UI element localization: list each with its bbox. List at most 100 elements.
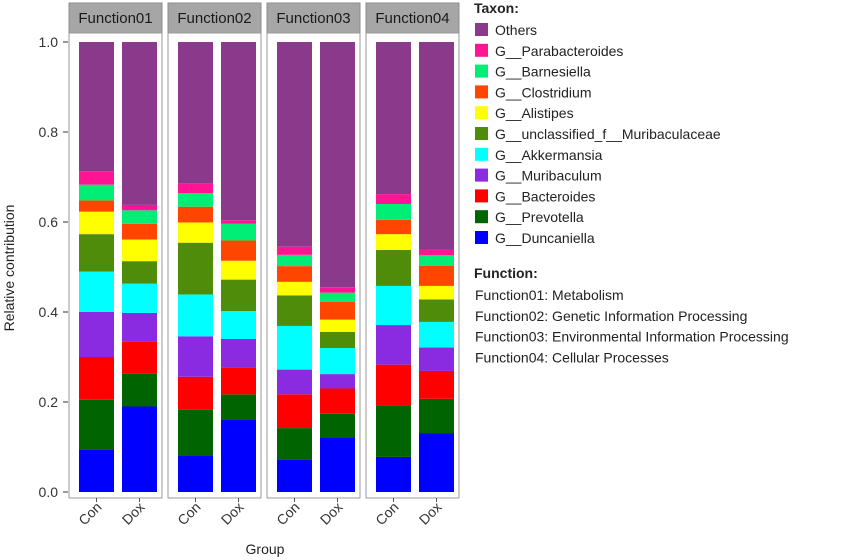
bar-segment: [178, 183, 213, 194]
bar-segment: [376, 285, 411, 326]
bar-segment: [376, 456, 411, 492]
function-legend-item: Function02: Genetic Information Processi…: [475, 308, 747, 324]
bar-segment: [122, 341, 157, 374]
legend-swatch: [475, 85, 488, 99]
function-legend-item: Function04: Cellular Processes: [475, 349, 669, 365]
y-tick-label: 0.4: [39, 304, 59, 320]
bar-segment: [376, 325, 411, 365]
bar-segment: [320, 374, 355, 389]
bar-segment: [221, 279, 256, 312]
bar-segment: [376, 405, 411, 457]
y-tick-label: 1.0: [39, 34, 59, 50]
x-tick-label: Con: [273, 499, 302, 528]
bar-segment: [79, 271, 114, 312]
x-tick-label: Dox: [218, 499, 247, 528]
legend-swatch: [475, 64, 488, 78]
y-tick-label: 0.2: [39, 394, 59, 410]
legend-swatch: [475, 189, 488, 203]
facet-strip: [167, 2, 262, 34]
legend-swatch: [475, 127, 488, 140]
legend-swatch: [475, 106, 488, 120]
bar-segment: [122, 406, 157, 492]
bar-segment: [419, 398, 454, 434]
legend-label: G__Alistipes: [495, 105, 574, 121]
facet-strip-label: Function01: [78, 10, 152, 27]
legend-swatch: [475, 231, 488, 244]
bar-segment: [79, 234, 114, 272]
bar-segment: [79, 449, 114, 492]
bar-segment: [221, 42, 256, 221]
legend-label: Others: [495, 22, 537, 38]
bar-segment: [122, 42, 157, 205]
bar-segment: [277, 325, 312, 370]
bar-segment: [320, 413, 355, 438]
bar-segment: [277, 281, 312, 296]
bar-segment: [122, 210, 157, 224]
bar-segment: [221, 394, 256, 420]
bar-segment: [320, 292, 355, 302]
bar-segment: [79, 357, 114, 400]
bar-segment: [277, 394, 312, 429]
facet-strip-label: Function02: [177, 10, 251, 27]
x-tick-label: Con: [174, 499, 203, 528]
bar-segment: [221, 367, 256, 395]
bar-segment: [277, 266, 312, 282]
bar-segment: [419, 285, 454, 300]
bar-segment: [277, 295, 312, 326]
bar-segment: [122, 283, 157, 313]
bar-segment: [320, 348, 355, 375]
function-legend-title: Function:: [474, 265, 538, 281]
bar-segment: [178, 242, 213, 295]
legend-label: G__Parabacteroides: [495, 43, 623, 59]
legend-label: G__Clostridium: [495, 84, 591, 100]
bar-segment: [221, 220, 256, 224]
bar-segment: [376, 42, 411, 195]
legend-label: G__Prevotella: [495, 209, 584, 225]
bar-segment: [277, 246, 312, 255]
bar-segment: [320, 438, 355, 492]
legend-swatch: [475, 23, 488, 36]
bar-segment: [419, 433, 454, 492]
bar-segment: [178, 376, 213, 410]
bar-segment: [376, 234, 411, 250]
bar-segment: [221, 420, 256, 492]
bar-segment: [79, 171, 114, 185]
bar-segment: [419, 370, 454, 399]
bar-segment: [419, 249, 454, 256]
y-tick-label: 0.0: [39, 484, 59, 500]
facet-strip-label: Function04: [375, 10, 449, 27]
legend-title: Taxon:: [474, 0, 519, 16]
legend-swatch: [475, 168, 488, 182]
bar-segment: [122, 239, 157, 262]
bar-segment: [221, 260, 256, 280]
bar-segment: [320, 388, 355, 414]
bar-segment: [221, 339, 256, 368]
bar-segment: [320, 42, 355, 288]
bar-segment: [178, 222, 213, 243]
facet-strip-label: Function03: [276, 10, 350, 27]
function-legend-item: Function03: Environmental Information Pr…: [475, 329, 789, 345]
bar-segment: [221, 311, 256, 339]
bar-segment: [320, 331, 355, 348]
bar-segment: [122, 204, 157, 211]
bar-segment: [277, 428, 312, 460]
bar-segment: [277, 42, 312, 247]
x-tick-label: Dox: [317, 499, 346, 528]
legend-label: G__Akkermansia: [495, 147, 603, 163]
bar-segment: [376, 219, 411, 235]
legend-label: G__Bacteroides: [495, 188, 595, 204]
bar-segment: [178, 409, 213, 456]
legend-label: G__Muribaculum: [495, 168, 602, 184]
legend-swatch: [475, 147, 488, 161]
bar-segment: [79, 184, 114, 201]
bar-segment: [221, 223, 256, 241]
bar-segment: [122, 223, 157, 240]
bar-segment: [79, 211, 114, 235]
bar-segment: [79, 399, 114, 450]
bar-segment: [419, 42, 454, 249]
legend-swatch: [475, 210, 488, 224]
bar-segment: [122, 261, 157, 284]
bar-segment: [122, 373, 157, 407]
bar-segment: [419, 265, 454, 286]
